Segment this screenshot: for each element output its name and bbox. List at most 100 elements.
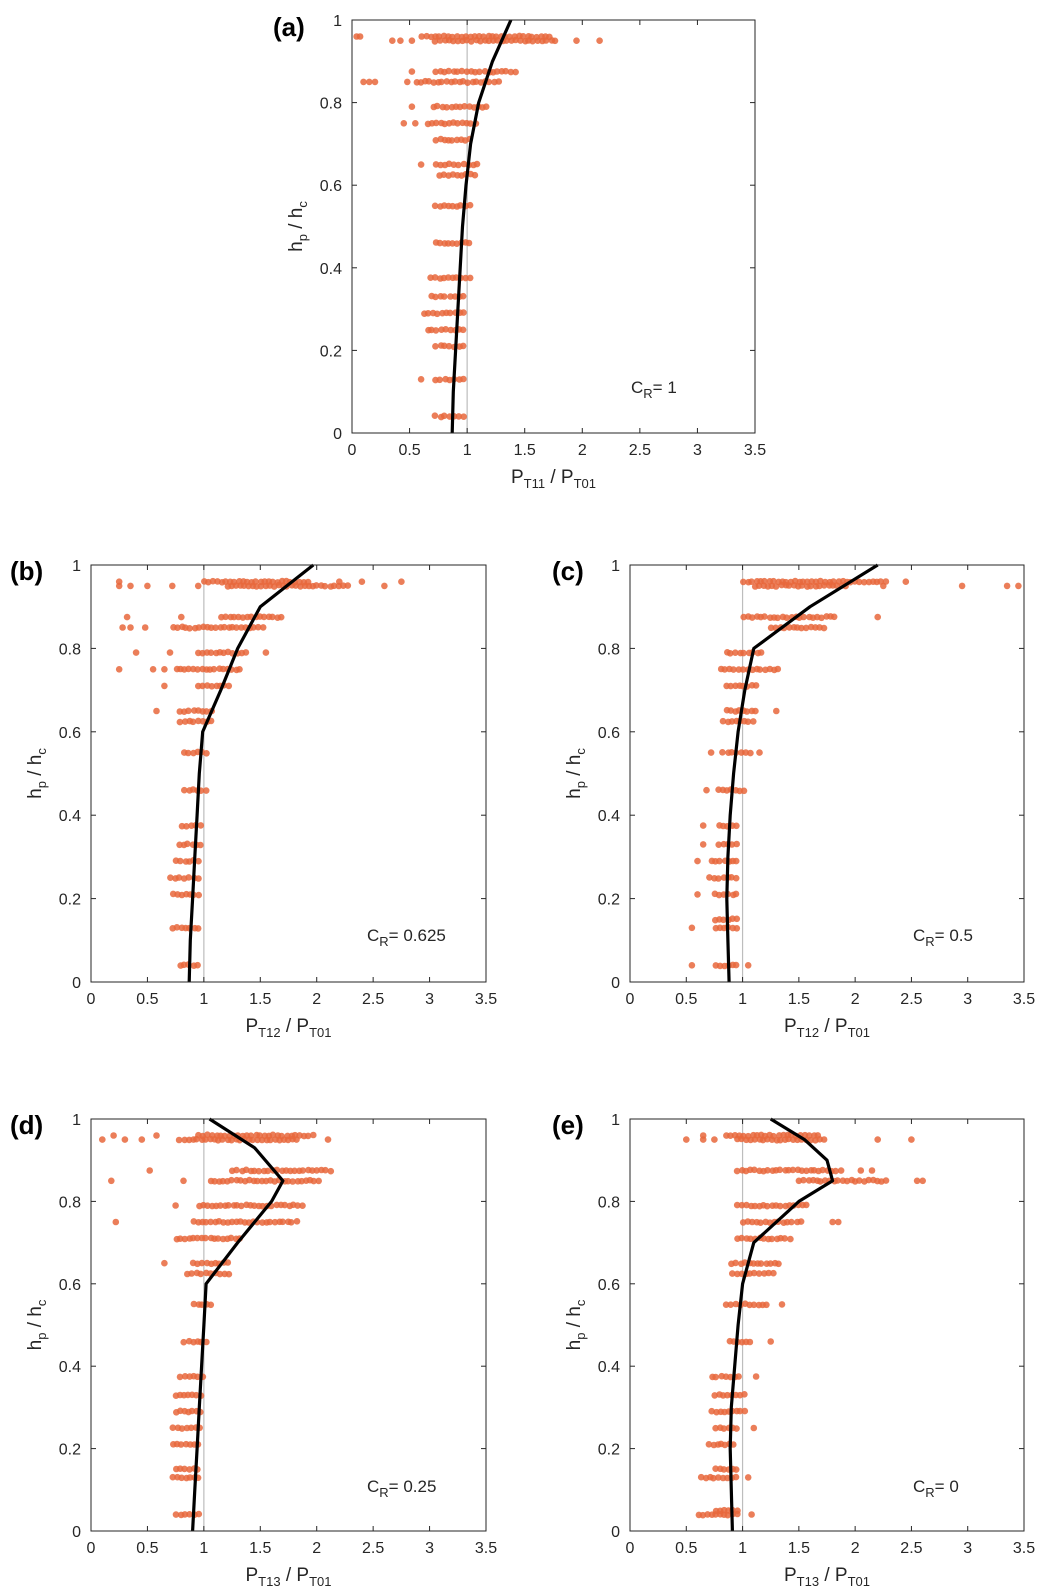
scatter-point [293,1218,301,1225]
x-tick-label: 0 [87,1540,96,1557]
scatter-point [228,1176,235,1184]
scatter-point [212,624,219,631]
scatter-point [398,578,405,585]
scatter-point [291,1167,298,1175]
scatter-point [194,582,202,590]
cr-annotation-part: R [379,934,388,949]
scatter-point [458,67,466,75]
scatter-point [699,1132,707,1139]
x-axis-label-part: T01 [848,1025,870,1040]
x-tick-label: 0 [626,991,635,1008]
scatter-point [958,582,966,590]
scatter-point [711,1136,718,1143]
scatter-point [800,1176,807,1184]
x-tick-label: 3 [425,1540,434,1557]
cr-annotation-part: C [913,1477,925,1496]
scatter-point [121,1136,129,1143]
y-tick-label: 0.6 [59,1277,81,1294]
scatter-point [726,650,734,657]
scatter-point [835,1218,842,1226]
scatter-point [242,649,250,656]
scatter-point [266,1218,274,1226]
scatter-point [443,104,451,111]
scatter-point [473,160,481,168]
scatter-point [482,103,490,110]
scatter-point [748,614,756,621]
x-tick-label: 0.5 [136,1540,158,1557]
scatter-point [209,1132,216,1139]
scatter-point [830,578,837,585]
y-tick-label: 0.8 [59,641,81,658]
scatter-point [707,749,715,756]
fitted-curve [187,563,315,983]
scatter-point [430,79,438,86]
scatter-point [738,1201,746,1209]
scatter-point [299,1202,306,1209]
scatter-point [764,1167,771,1174]
scatter-point [194,1373,201,1381]
scatter-point [400,120,408,127]
scatter-point [123,613,131,621]
scatter-point [269,578,277,586]
y-tick-label: 0.4 [598,808,620,825]
scatter-point [464,79,471,86]
scatter-point [746,1338,754,1346]
panel-label: (a) [273,12,305,42]
cr-annotation-part: = 1 [653,378,677,397]
scatter-point [127,624,134,631]
scatter-point [774,614,781,622]
scatter-point [181,1235,189,1243]
scatter-point [195,1510,203,1518]
scatter-point [225,682,233,690]
scatter-point [217,1202,224,1209]
scatter-point [254,623,262,631]
scatter-point [440,293,448,300]
scatter-point [435,33,443,40]
scatter-point [834,1177,841,1184]
y-axis-label: hp / hc [564,748,588,799]
scatter-point [360,78,367,86]
scatter-point [408,68,416,75]
scatter-point [190,1300,198,1308]
scatter-point [765,1269,772,1277]
scatter-point [146,1167,153,1174]
x-tick-label: 3 [963,1540,972,1557]
scatter-point [768,1235,776,1243]
scatter-point [175,874,183,881]
scatter-point [454,120,461,127]
scatter-point [519,33,527,40]
y-axis-label: hp / hc [564,1299,588,1350]
scatter-point [733,915,741,923]
scatter-point [747,1235,754,1243]
x-tick-label: 0 [626,1540,635,1557]
scatter-point [169,1424,177,1431]
scatter-point [431,38,439,45]
scatter-point [480,33,487,40]
scatter-point [819,1166,826,1174]
scatter-point [763,1301,770,1309]
scatter-point [757,649,765,656]
y-tick-label: 0.8 [320,96,342,113]
x-tick-label: 0 [348,442,357,459]
scatter-point [733,925,741,932]
scatter-point [178,1425,186,1432]
scatter-point [432,293,439,301]
x-tick-label: 0.5 [675,991,697,1008]
scatter-point [882,578,890,585]
y-axis-label-part: p [34,781,49,788]
axes-frame [90,1118,487,1532]
scatter-point [832,1167,839,1175]
scatter-point [208,683,216,690]
scatter-point [259,624,267,631]
x-axis-label: PT13 / PT01 [245,1565,331,1589]
scatter-point [175,1136,183,1144]
scatter-point [112,1218,120,1226]
y-axis-label-part: h [286,241,307,252]
scatter-point [466,201,474,209]
scatter-point [260,613,268,621]
y-axis-label-part: h [564,788,585,799]
scatter-point [757,1260,765,1267]
scatter-point [715,875,722,882]
scatter-point [751,1166,758,1174]
scatter-point [225,1270,233,1278]
